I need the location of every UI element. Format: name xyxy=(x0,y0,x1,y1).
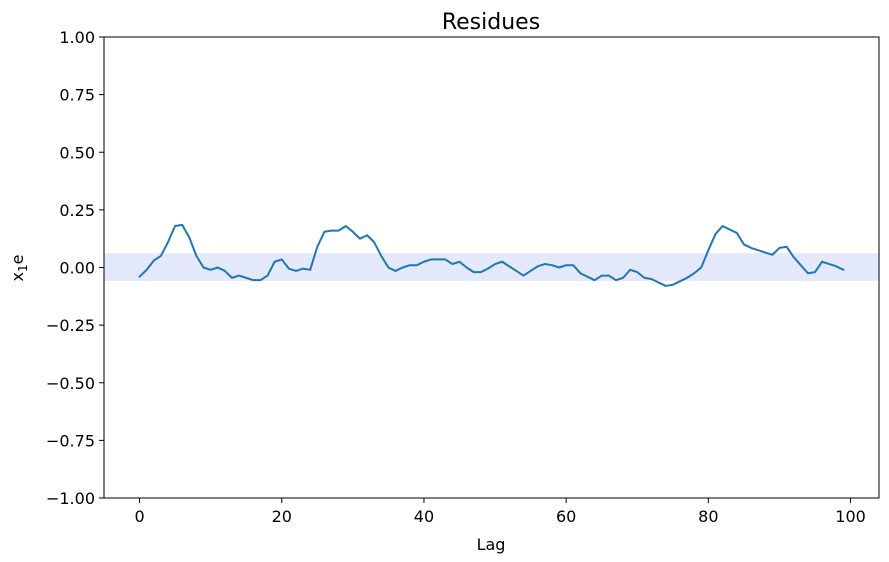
x-tick-label: 0 xyxy=(134,507,144,526)
x-tick-label: 40 xyxy=(414,507,434,526)
x-tick-label: 100 xyxy=(835,507,866,526)
y-axis-label-base: x xyxy=(8,272,27,281)
chart-title: Residues xyxy=(442,10,540,35)
y-tick-label: 0.25 xyxy=(59,201,95,220)
y-tick-label: 1.00 xyxy=(59,28,95,47)
x-tick-label: 20 xyxy=(272,507,292,526)
y-tick-label: −0.25 xyxy=(46,316,95,335)
y-tick-label: 0.75 xyxy=(59,86,95,105)
x-axis-label: Lag xyxy=(477,535,506,554)
x-tick-label: 60 xyxy=(556,507,576,526)
y-tick-label: −0.50 xyxy=(46,374,95,393)
y-axis-label-tail: e xyxy=(8,255,27,265)
y-tick-label: 0.00 xyxy=(59,259,95,278)
y-tick-label: −0.75 xyxy=(46,431,95,450)
y-tick-label: −1.00 xyxy=(46,489,95,508)
series-line-0 xyxy=(138,223,845,287)
y-tick-label: 0.50 xyxy=(59,143,95,162)
x-tick-label: 80 xyxy=(698,507,718,526)
y-axis-label: x1e xyxy=(8,255,30,282)
y-axis-label-sub: 1 xyxy=(16,264,30,272)
